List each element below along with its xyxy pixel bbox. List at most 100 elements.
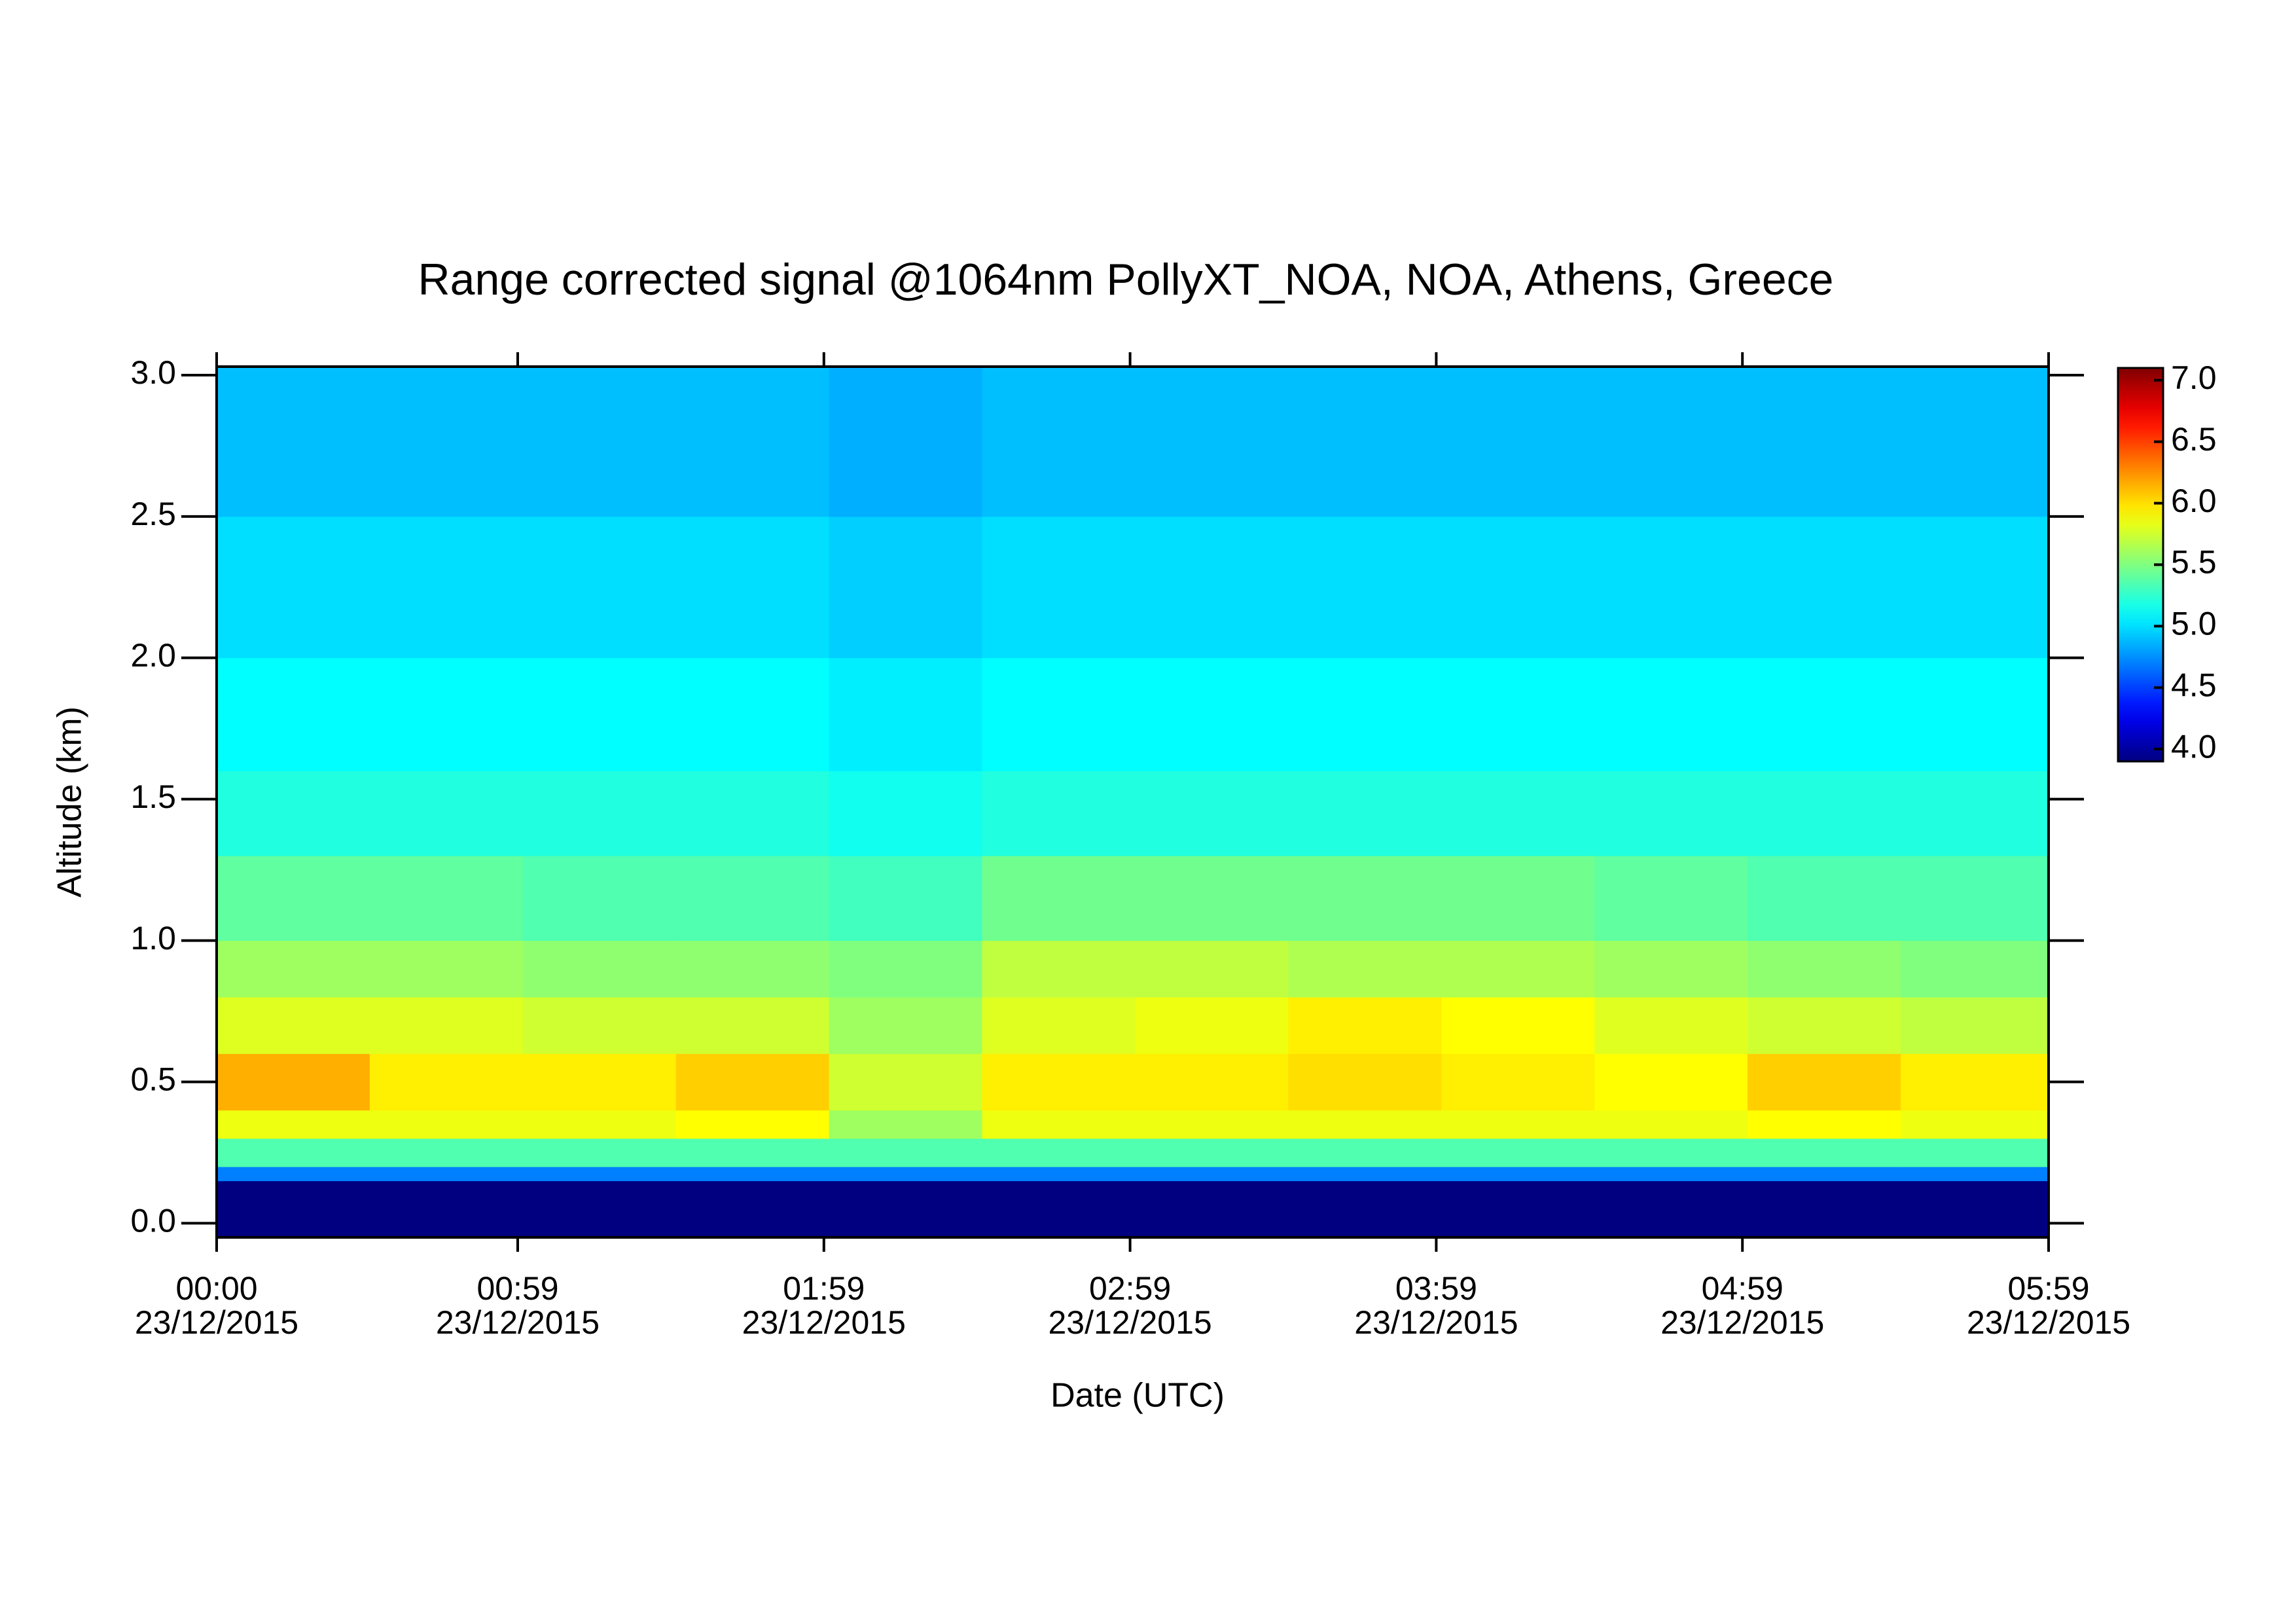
heatmap-cell — [1441, 516, 1595, 659]
heatmap-cell — [217, 1053, 370, 1111]
heatmap-cell — [522, 1053, 677, 1111]
colorbar-tick-label: 6.5 — [2171, 421, 2217, 458]
heatmap-cell — [217, 1138, 370, 1167]
heatmap-cell — [1288, 996, 1442, 1054]
heatmap-cell — [1747, 856, 1901, 941]
heatmap-cell — [1594, 940, 1748, 998]
heatmap-cell — [1900, 940, 2049, 998]
heatmap-cell — [1900, 1053, 2049, 1111]
heatmap-cell — [522, 516, 677, 659]
heatmap-cell — [217, 856, 370, 941]
heatmap-cell — [1441, 1138, 1595, 1167]
heatmap-cell — [982, 1180, 1136, 1238]
heatmap-cell — [522, 1180, 677, 1238]
heatmap-cell — [1135, 1167, 1289, 1182]
heatmap-cell — [522, 856, 677, 941]
heatmap-cell — [1594, 1110, 1748, 1139]
heatmap-cell — [1288, 1110, 1442, 1139]
heatmap-cell — [217, 1110, 370, 1139]
heatmap-cell — [522, 367, 677, 517]
x-tick-label: 23/12/2015 — [1354, 1304, 1518, 1341]
heatmap-cell — [829, 1167, 982, 1182]
heatmap-cell — [1747, 1138, 1901, 1167]
chart-title: Range corrected signal @1064nm PollyXT_N… — [418, 255, 1834, 304]
heatmap-cell — [1747, 1053, 1901, 1111]
heatmap-cell — [1594, 657, 1748, 771]
heatmap-cell — [522, 771, 677, 856]
heatmap-cell — [829, 1110, 982, 1139]
heatmap-cell — [1747, 1167, 1901, 1182]
heatmap-cell — [1441, 1110, 1595, 1139]
heatmap-cell — [369, 367, 524, 517]
heatmap-cell — [829, 771, 982, 856]
heatmap-cell — [1135, 1110, 1289, 1139]
heatmap-cell — [675, 996, 830, 1054]
x-tick-label: 23/12/2015 — [742, 1304, 906, 1341]
heatmap-cell — [1441, 367, 1595, 517]
heatmap-cell — [829, 1053, 982, 1111]
heatmap-cell — [1441, 771, 1595, 856]
y-axis-label: Altitude (km) — [51, 706, 89, 898]
heatmap-cell — [675, 940, 830, 998]
heatmap-cell — [217, 996, 370, 1054]
heatmap-cell — [1288, 516, 1442, 659]
heatmap-cell — [369, 856, 524, 941]
y-tick-label: 0.0 — [130, 1203, 176, 1239]
heatmap-cell — [1441, 1167, 1595, 1182]
heatmap-cell — [1441, 996, 1595, 1054]
heatmap-cell — [1288, 1180, 1442, 1238]
heatmap-cell — [217, 771, 370, 856]
heatmap-cell — [1900, 516, 2049, 659]
heatmap-cell — [675, 1110, 830, 1139]
heatmap-cell — [982, 996, 1136, 1054]
heatmap-cell — [1135, 367, 1289, 517]
heatmap-cell — [1900, 1110, 2049, 1139]
heatmap-cell — [675, 367, 830, 517]
heatmap-cell — [369, 1053, 524, 1111]
x-tick-label: 02:59 — [1089, 1270, 1171, 1307]
heatmap-cell — [369, 1110, 524, 1139]
heatmap-cell — [1747, 367, 1901, 517]
colorbar-tick-label: 6.0 — [2171, 483, 2217, 519]
heatmap-cell — [1900, 367, 2049, 517]
heatmap-cell — [1594, 771, 1748, 856]
y-tick-label: 1.5 — [130, 778, 176, 815]
heatmap-cell — [1594, 516, 1748, 659]
heatmap-cell — [1135, 1180, 1289, 1238]
heatmap-cell — [675, 1180, 830, 1238]
y-tick-label: 0.5 — [130, 1061, 176, 1098]
heatmap-cell — [1594, 367, 1748, 517]
heatmap-cell — [369, 516, 524, 659]
heatmap-cell — [829, 856, 982, 941]
heatmap-cell — [1441, 1180, 1595, 1238]
heatmap-cell — [982, 771, 1136, 856]
heatmap-cell — [217, 940, 370, 998]
heatmap-cell — [369, 1138, 524, 1167]
heatmap-cell — [1900, 1167, 2049, 1182]
heatmap-cell — [217, 1167, 370, 1182]
heatmap-cell — [1594, 1053, 1748, 1111]
heatmap-cell — [522, 940, 677, 998]
heatmap-cell — [1747, 1180, 1901, 1238]
heatmap-cell — [675, 516, 830, 659]
heatmap-cell — [369, 657, 524, 771]
heatmap-cell — [1135, 771, 1289, 856]
heatmap-cell — [982, 367, 1136, 517]
y-tick-label: 1.0 — [130, 920, 176, 957]
heatmap-cell — [982, 856, 1136, 941]
heatmap-cell — [982, 1138, 1136, 1167]
heatmap-cell — [1900, 771, 2049, 856]
heatmap-cell — [829, 367, 982, 517]
colorbar-tick-label: 4.5 — [2171, 667, 2217, 704]
heatmap-cell — [829, 657, 982, 771]
x-tick-label: 23/12/2015 — [1048, 1304, 1211, 1341]
colorbar-tick-label: 5.0 — [2171, 606, 2217, 642]
heatmap-cell — [1900, 1180, 2049, 1238]
heatmap-cell — [1594, 996, 1748, 1054]
x-tick-label: 01:59 — [783, 1270, 865, 1307]
heatmap-cell — [675, 657, 830, 771]
heatmap-cell — [1747, 1110, 1901, 1139]
heatmap-cell — [522, 657, 677, 771]
heatmap-cell — [1135, 996, 1289, 1054]
colorbar-tick-label: 5.5 — [2171, 544, 2217, 581]
